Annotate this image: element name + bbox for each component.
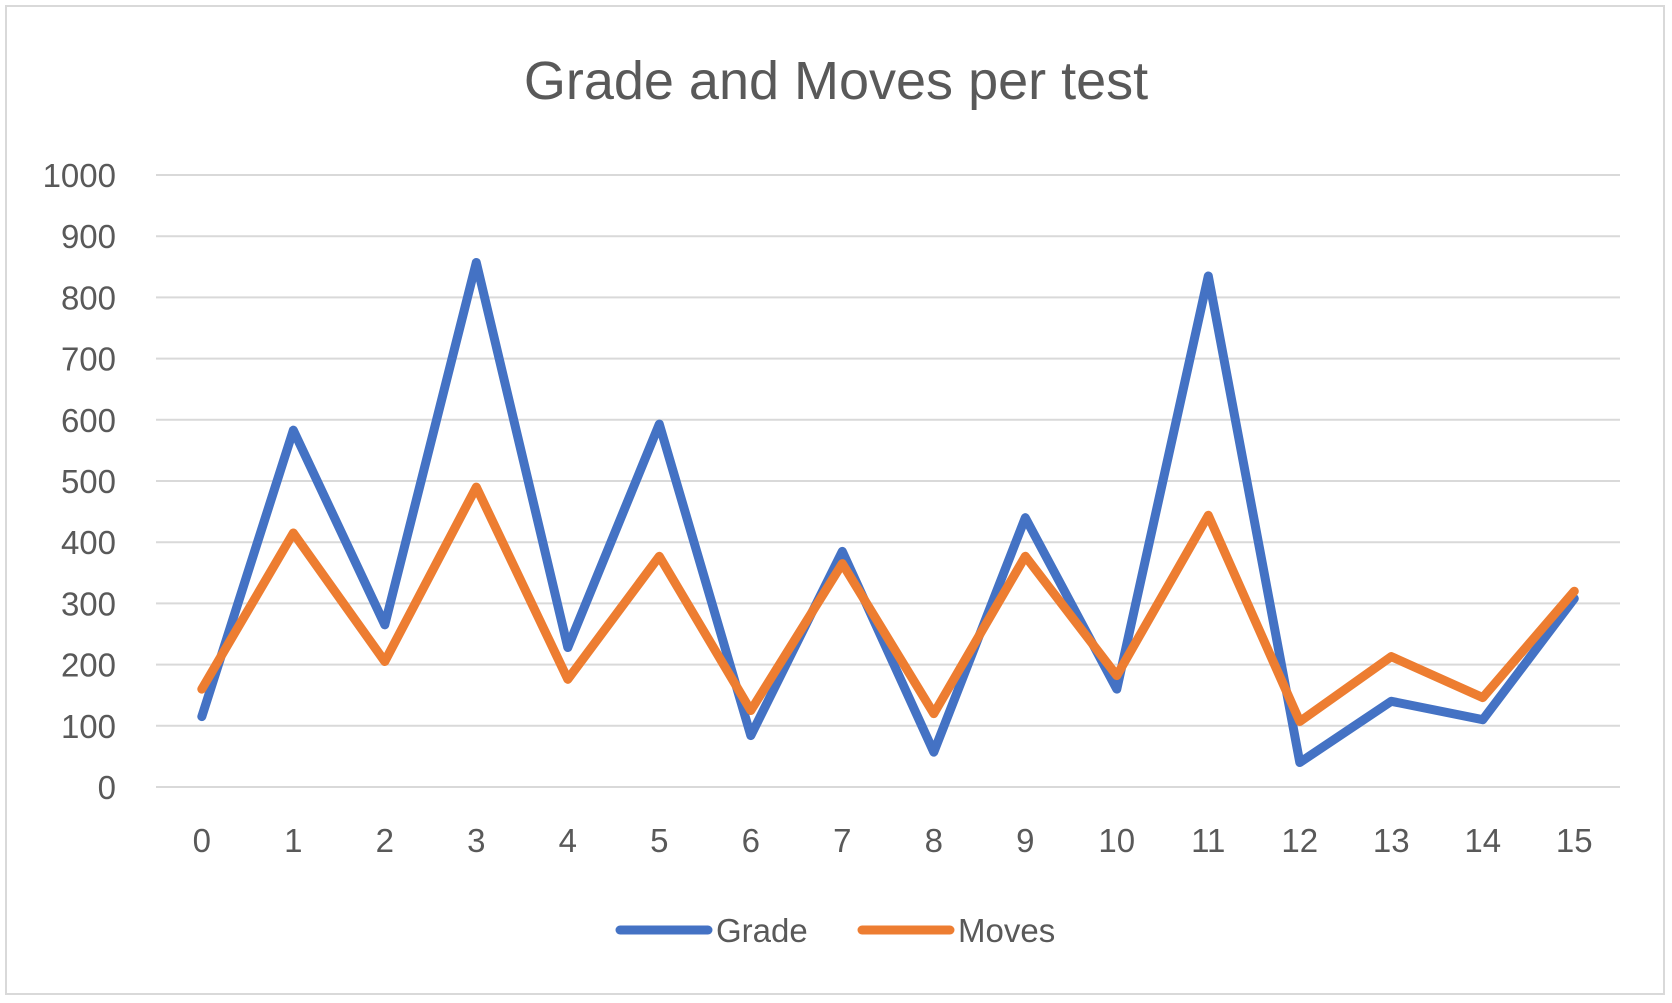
x-tick-label: 13 <box>1373 822 1410 859</box>
legend: Grade Moves <box>615 912 1055 949</box>
x-tick-label: 0 <box>193 822 211 859</box>
x-axis-ticks: 0 1 2 3 4 5 6 7 8 9 10 11 12 13 14 15 <box>193 822 1593 859</box>
series-line-moves <box>197 482 1579 726</box>
x-tick-label: 15 <box>1556 822 1593 859</box>
gridlines <box>156 174 1620 788</box>
x-tick-label: 1 <box>284 822 302 859</box>
y-tick-label: 300 <box>61 585 116 622</box>
y-tick-label: 0 <box>98 769 116 806</box>
x-tick-label: 5 <box>650 822 668 859</box>
chart-title: Grade and Moves per test <box>524 51 1148 111</box>
y-tick-label: 900 <box>61 218 116 255</box>
x-tick-label: 4 <box>559 822 577 859</box>
series-line-grade <box>197 258 1579 767</box>
series-lines <box>197 258 1579 767</box>
y-tick-label: 800 <box>61 279 116 316</box>
y-tick-label: 100 <box>61 708 116 745</box>
y-tick-label: 600 <box>61 402 116 439</box>
x-tick-label: 7 <box>833 822 851 859</box>
x-tick-label: 9 <box>1016 822 1034 859</box>
y-tick-label: 200 <box>61 647 116 684</box>
legend-label-moves: Moves <box>958 912 1055 949</box>
x-tick-label: 8 <box>925 822 943 859</box>
y-axis-ticks: 0 100 200 300 400 500 600 700 800 900 1000 <box>43 157 116 806</box>
y-tick-label: 700 <box>61 341 116 378</box>
chart-frame <box>5 5 1665 995</box>
x-tick-label: 11 <box>1191 822 1225 859</box>
x-tick-label: 6 <box>742 822 760 859</box>
x-tick-label: 2 <box>376 822 394 859</box>
y-tick-label: 500 <box>61 463 116 500</box>
y-tick-label: 400 <box>61 524 116 561</box>
x-tick-label: 14 <box>1464 822 1501 859</box>
legend-label-grade: Grade <box>716 912 808 949</box>
x-tick-label: 12 <box>1281 822 1318 859</box>
x-tick-label: 10 <box>1098 822 1135 859</box>
y-tick-label: 1000 <box>43 157 116 194</box>
x-tick-label: 3 <box>467 822 485 859</box>
